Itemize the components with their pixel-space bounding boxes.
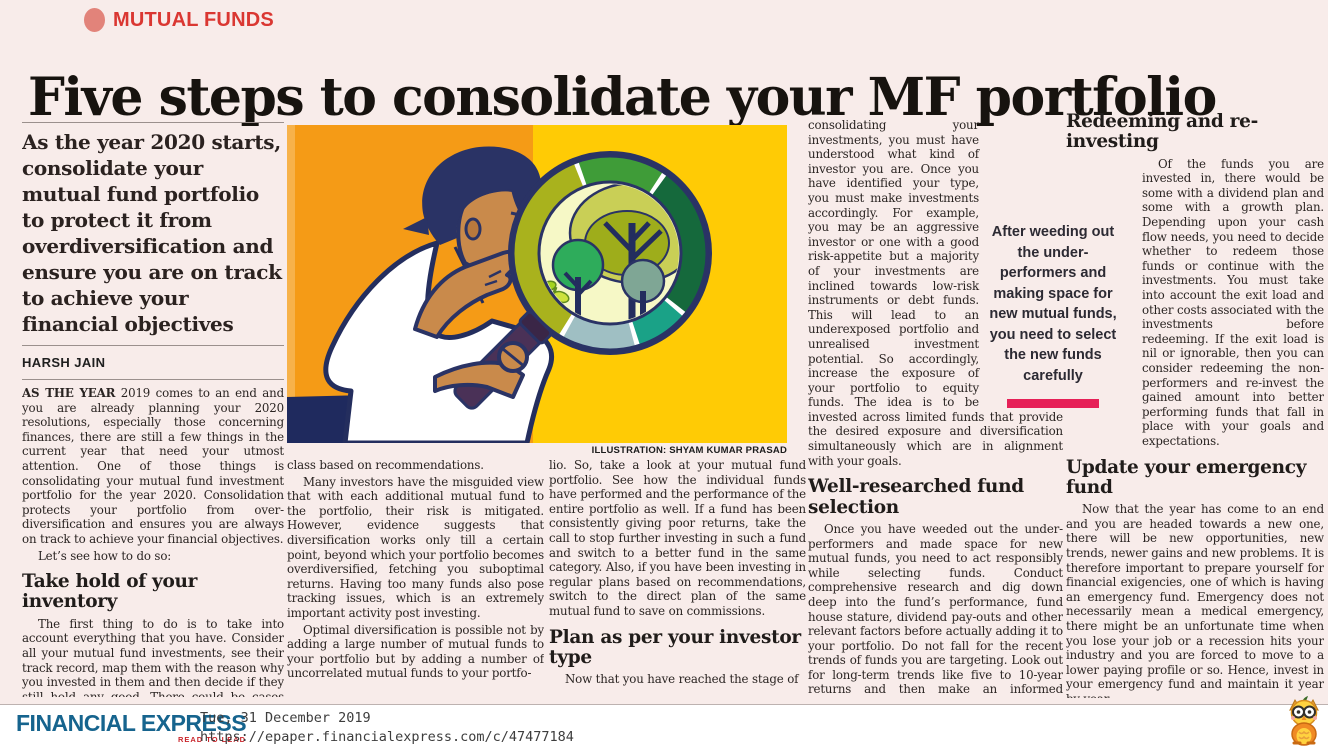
section-heading-inventory: Take hold of your inventory	[22, 571, 198, 613]
column-4: consolidating your investments, you must…	[808, 118, 1063, 698]
epaper-footer-bar: FINANCIAL EXPRESS READ TO LEAD Tue, 31 D…	[0, 704, 1328, 749]
epaper-date: Tue, 31 December 2019	[200, 710, 371, 726]
standfirst: As the year 2020 starts, consolidate you…	[22, 130, 282, 336]
logo-tagline: READ TO LEAD	[177, 735, 247, 744]
body-paragraph: AS THE YEAR 2019 comes to an end and you…	[22, 386, 284, 547]
column-2: class based on recommendations. Many inv…	[287, 458, 544, 697]
epaper-url: https://epaper.financialexpress.com/c/47…	[200, 728, 574, 745]
epaper-meta: Tue, 31 December 2019 https://epaper.fin…	[200, 709, 574, 747]
body-paragraph: Once you have weeded out the under-perfo…	[808, 521, 1063, 698]
divider	[22, 345, 284, 346]
section-heading-investor-type: Plan as per your investor type	[549, 626, 801, 668]
lead-in: AS THE YEAR	[22, 386, 116, 400]
article-illustration	[287, 125, 787, 446]
pull-quote-text: After weeding out the under-performers a…	[989, 224, 1117, 385]
article-headline: Five steps to consolidate your MF portfo…	[28, 66, 1217, 128]
body-paragraph: lio. So, take a look at your mutual fund…	[549, 458, 806, 618]
illustration-graphic	[287, 125, 787, 446]
column-5: Redeeming and re-investing Of the funds …	[1066, 112, 1324, 698]
owl-mascot-button[interactable]	[1282, 696, 1326, 748]
section-heading-redeeming: Redeeming and re-investing	[1066, 112, 1258, 153]
section-kicker: MUTUAL FUNDS	[84, 8, 274, 32]
body-paragraph: Now that the year has come to an end and…	[1066, 502, 1324, 698]
body-paragraph: Let’s see how to do so:	[38, 548, 172, 563]
divider	[22, 379, 284, 380]
divider	[22, 122, 284, 123]
paragraph-text: 2019 comes to an end and you are already…	[22, 386, 284, 546]
column-1: As the year 2020 starts, consolidate you…	[22, 122, 284, 697]
body-paragraph: The first thing to do is to take into ac…	[22, 616, 284, 697]
owl-icon	[1289, 696, 1319, 746]
illustration-credit: ILLUSTRATION: SHYAM KUMAR PRASAD	[591, 445, 787, 456]
kicker-dot-icon	[84, 8, 105, 32]
financial-express-logo: FINANCIAL EXPRESS READ TO LEAD	[16, 710, 247, 744]
pull-quote: After weeding out the under-performers a…	[985, 222, 1121, 408]
kicker-label: MUTUAL FUNDS	[113, 8, 274, 31]
body-paragraph: Now that you have reached the stage of	[565, 672, 799, 687]
body-paragraph: Many investors have the misguided view t…	[287, 474, 544, 620]
pull-quote-spacer	[1066, 259, 1142, 445]
body-paragraph: class based on recommendations.	[287, 458, 484, 472]
pull-quote-underline-bar	[1007, 398, 1099, 408]
body-paragraph: consolidating your investments, you must…	[808, 118, 1063, 468]
logo-text: FINANCIAL EXPRESS	[16, 710, 247, 736]
byline: HARSH JAIN	[22, 355, 106, 370]
section-heading-emergency-fund: Update your emergency fund	[1066, 456, 1307, 498]
column-3: lio. So, take a look at your mutual fund…	[549, 458, 806, 697]
section-heading-fund-selection: Well-researched fund selection	[808, 476, 1024, 518]
body-paragraph: Of the funds you are invested in, there …	[1142, 156, 1324, 448]
body-paragraph: Optimal diversification is possible not …	[287, 622, 544, 681]
